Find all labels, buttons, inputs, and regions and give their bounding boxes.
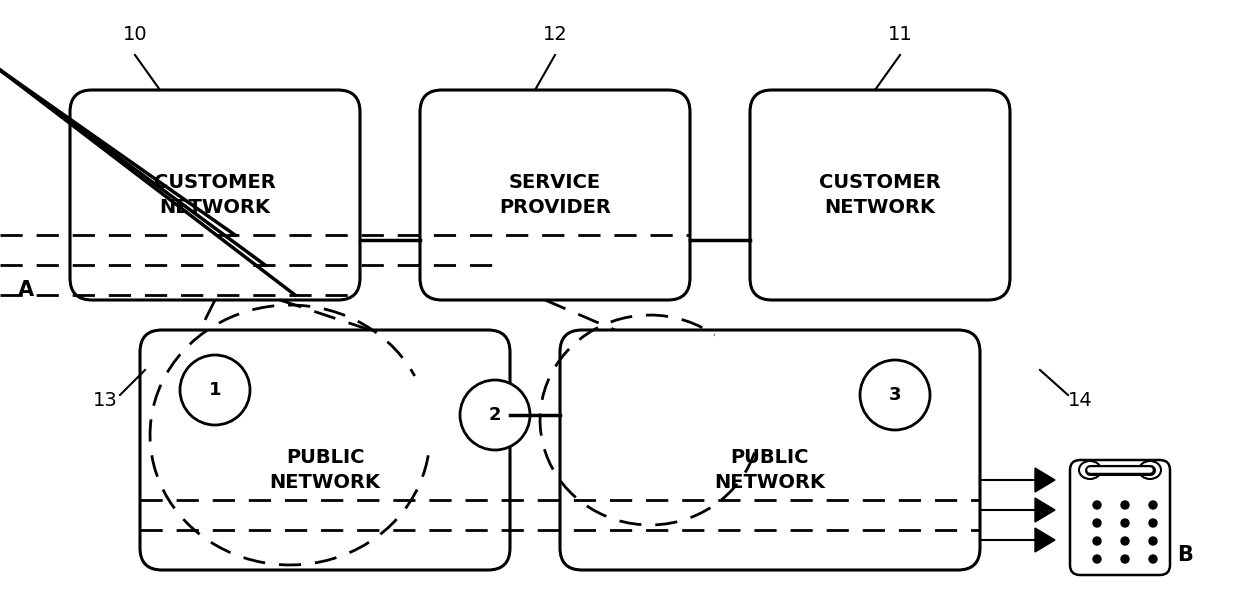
Circle shape xyxy=(1092,555,1101,563)
Circle shape xyxy=(1149,555,1157,563)
FancyBboxPatch shape xyxy=(1070,460,1171,575)
Ellipse shape xyxy=(1140,461,1161,479)
Text: 11: 11 xyxy=(888,26,913,44)
Circle shape xyxy=(180,355,250,425)
Circle shape xyxy=(1149,537,1157,545)
Circle shape xyxy=(1121,519,1128,527)
FancyBboxPatch shape xyxy=(140,330,510,570)
Text: SERVICE
PROVIDER: SERVICE PROVIDER xyxy=(498,173,611,217)
FancyBboxPatch shape xyxy=(560,330,980,570)
Text: 13: 13 xyxy=(93,391,118,410)
Text: 10: 10 xyxy=(123,26,148,44)
Polygon shape xyxy=(1035,468,1055,492)
Circle shape xyxy=(1092,537,1101,545)
Circle shape xyxy=(861,360,930,430)
Text: 3: 3 xyxy=(889,386,901,404)
Circle shape xyxy=(1149,519,1157,527)
FancyBboxPatch shape xyxy=(69,90,360,300)
Polygon shape xyxy=(1035,498,1055,522)
Circle shape xyxy=(1149,501,1157,509)
Text: PUBLIC
NETWORK: PUBLIC NETWORK xyxy=(714,448,826,492)
Text: 2: 2 xyxy=(489,406,501,424)
Text: B: B xyxy=(1177,545,1193,565)
FancyBboxPatch shape xyxy=(750,90,1011,300)
Text: CUSTOMER
NETWORK: CUSTOMER NETWORK xyxy=(154,173,275,217)
Text: PUBLIC
NETWORK: PUBLIC NETWORK xyxy=(269,448,381,492)
Circle shape xyxy=(460,380,529,450)
Text: A: A xyxy=(19,280,35,300)
Polygon shape xyxy=(1035,528,1055,552)
Circle shape xyxy=(1121,555,1128,563)
Text: CUSTOMER
NETWORK: CUSTOMER NETWORK xyxy=(820,173,941,217)
Text: 14: 14 xyxy=(1068,391,1092,410)
Text: 1: 1 xyxy=(208,381,221,399)
Circle shape xyxy=(1121,537,1128,545)
Circle shape xyxy=(1121,501,1128,509)
Circle shape xyxy=(1092,519,1101,527)
FancyBboxPatch shape xyxy=(420,90,689,300)
Ellipse shape xyxy=(1079,461,1101,479)
Circle shape xyxy=(1092,501,1101,509)
Text: 12: 12 xyxy=(543,26,568,44)
